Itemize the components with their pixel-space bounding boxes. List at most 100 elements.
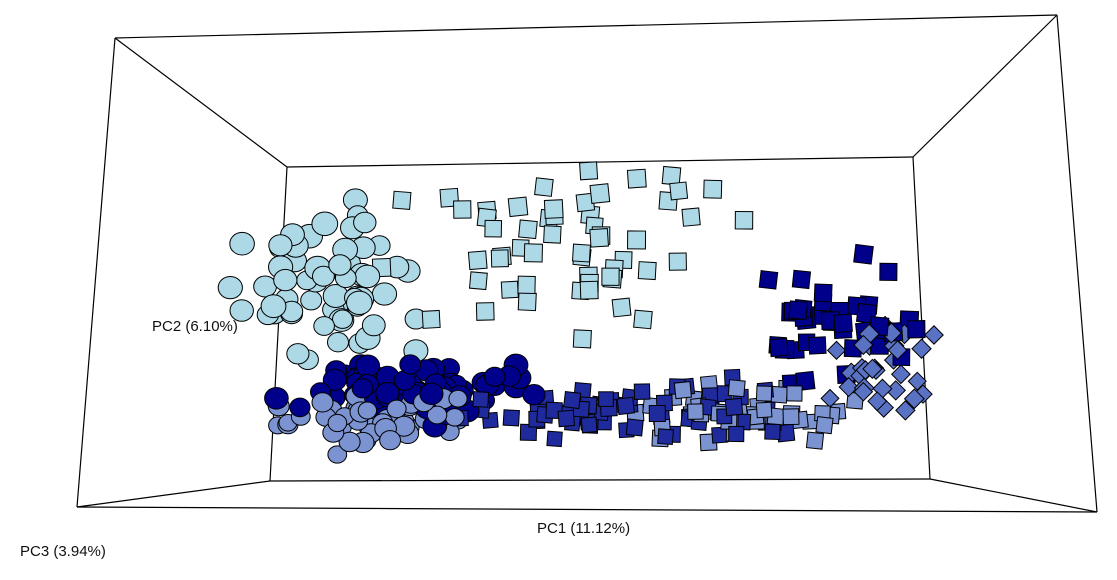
box-edge (1056, 14, 1098, 513)
data-point-diamond (890, 364, 911, 385)
data-point-circle (253, 275, 278, 298)
data-point-circle (300, 290, 323, 311)
data-point-diamond (853, 381, 874, 402)
data-point-square (543, 225, 562, 244)
scatter-points (217, 161, 944, 464)
data-point-circle (327, 413, 348, 433)
data-point-square (517, 291, 537, 312)
data-point-square (788, 300, 809, 321)
data-point-circle (444, 408, 465, 427)
data-point-square (769, 337, 789, 358)
data-point-square (755, 385, 773, 402)
data-point-diamond (862, 358, 883, 379)
data-point-square (484, 219, 503, 238)
data-point-square (626, 168, 647, 189)
data-point-square (500, 280, 519, 299)
data-point-circle (322, 368, 347, 391)
data-point-square (507, 196, 529, 218)
data-point-square (392, 190, 412, 210)
data-point-diamond (907, 371, 927, 391)
data-point-square (633, 309, 653, 330)
data-point-circle (483, 366, 506, 387)
data-point-square (625, 418, 644, 437)
data-point-diamond (895, 400, 916, 421)
data-point-circle (361, 314, 386, 337)
data-point-circle (371, 282, 398, 306)
data-point-square (572, 329, 592, 349)
data-point-square (517, 275, 536, 294)
data-point-square (637, 261, 657, 281)
data-point-square (601, 267, 620, 286)
data-point-circle (327, 445, 348, 464)
data-point-circle (522, 384, 546, 406)
data-point-circle (311, 392, 334, 413)
data-point-diamond (826, 340, 847, 360)
data-point-circle (357, 401, 378, 420)
data-point-square (853, 243, 874, 265)
data-point-circle (313, 316, 335, 336)
data-point-square (687, 403, 704, 420)
box-edge (286, 156, 914, 168)
data-point-square (518, 219, 538, 240)
data-point-square (724, 397, 744, 417)
data-point-circle (328, 254, 352, 276)
data-point-square (467, 250, 488, 271)
data-point-square (523, 243, 544, 263)
data-point-square (808, 336, 827, 355)
data-point-square (468, 271, 488, 291)
data-point-circle (399, 354, 422, 375)
data-point-diamond (887, 340, 908, 360)
data-point-diamond (853, 334, 874, 356)
data-point-square (633, 383, 651, 400)
data-point-square (627, 230, 647, 250)
x-axis-label: PC1 (11.12%) (537, 520, 631, 537)
data-point-square (579, 161, 599, 181)
data-point-circle (375, 381, 400, 405)
data-point-square (661, 165, 682, 186)
data-point-circle (229, 299, 254, 322)
data-point-square (727, 379, 746, 398)
data-point-square (475, 302, 495, 321)
data-point-square (546, 430, 563, 448)
data-point-square (791, 269, 812, 290)
data-point-circle (426, 405, 448, 425)
data-point-square (879, 262, 898, 281)
data-point-circle (379, 430, 402, 451)
data-point-square (472, 391, 490, 408)
data-point-square (907, 320, 926, 339)
data-point-circle (312, 265, 335, 287)
data-point-circle (448, 389, 468, 408)
data-point-square (490, 249, 509, 268)
data-point-square (502, 409, 520, 427)
data-point-square (786, 385, 803, 402)
bounding-box (76, 14, 1098, 513)
data-point-diamond (903, 388, 925, 410)
box-edge (76, 480, 271, 508)
data-point-square (453, 200, 472, 219)
data-point-square (589, 183, 611, 204)
data-point-diamond (838, 376, 859, 398)
box-edge (912, 156, 931, 480)
data-point-circle (386, 399, 407, 419)
data-point-square (563, 390, 582, 410)
data-point-square (764, 423, 781, 441)
data-point-square (782, 408, 800, 426)
data-point-circle (264, 387, 289, 410)
data-point-square (657, 428, 674, 446)
data-point-square (669, 181, 689, 201)
box-edge (114, 14, 1058, 39)
data-point-circle (354, 264, 381, 289)
box-edge (269, 478, 931, 482)
data-point-circle (327, 332, 349, 353)
data-point-circle (351, 378, 374, 399)
data-point-square (813, 283, 833, 303)
data-point-diamond (867, 391, 888, 412)
box-edge (114, 37, 288, 168)
data-point-circle (355, 354, 381, 378)
data-point-square (580, 416, 598, 434)
data-point-circle (332, 309, 353, 329)
data-point-square (755, 401, 773, 419)
data-point-square (833, 313, 853, 334)
data-point-square (571, 243, 591, 263)
